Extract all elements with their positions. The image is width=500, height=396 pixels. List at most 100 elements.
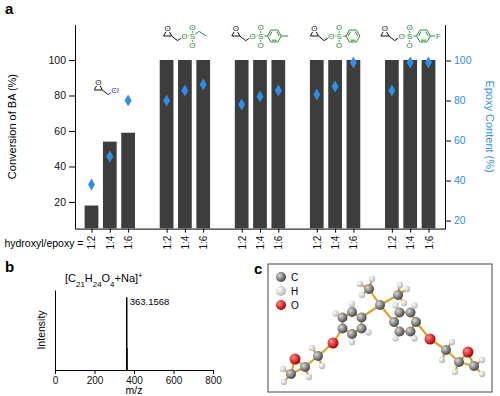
bond bbox=[240, 36, 246, 41]
marker bbox=[106, 151, 113, 163]
bond bbox=[271, 30, 278, 31]
tick-mark bbox=[429, 229, 430, 233]
bond bbox=[172, 36, 178, 41]
tick-label: 1:4 bbox=[180, 235, 191, 249]
bar bbox=[422, 60, 436, 229]
tick-label: 1:4 bbox=[330, 235, 341, 249]
atom-label: F bbox=[436, 32, 441, 41]
tick-mark bbox=[69, 60, 75, 61]
molecule-atom bbox=[401, 300, 407, 306]
marker bbox=[275, 85, 282, 97]
tick: 1:4 bbox=[330, 229, 341, 250]
peak bbox=[126, 297, 128, 370]
structure: OCl bbox=[94, 78, 119, 94]
structure: OOSOO bbox=[164, 23, 207, 50]
tick: 800 bbox=[205, 370, 222, 386]
marker bbox=[238, 99, 245, 111]
annotation: 363.1568 bbox=[130, 296, 170, 307]
bar bbox=[121, 133, 135, 229]
molecule-atom bbox=[309, 345, 315, 351]
bond bbox=[417, 36, 420, 42]
marker bbox=[332, 80, 339, 92]
tick-mark bbox=[69, 166, 75, 167]
tick: 1:2 bbox=[312, 229, 323, 250]
tick-label: 200 bbox=[87, 375, 104, 386]
bond bbox=[102, 90, 108, 95]
figure: abc20406080100204060801001:21:41:61:21:4… bbox=[0, 0, 500, 396]
atom-label: S bbox=[258, 32, 263, 41]
structure: OOSOO bbox=[310, 23, 359, 50]
molecule-atom bbox=[392, 335, 398, 341]
structure: OOSOOF bbox=[381, 23, 441, 50]
tick: 1:6 bbox=[348, 229, 359, 250]
tick-label: 0 bbox=[53, 375, 59, 386]
molecule-atom bbox=[328, 338, 339, 349]
bond bbox=[419, 32, 421, 36]
atom-label: O bbox=[328, 32, 334, 41]
marker bbox=[407, 56, 414, 68]
bar bbox=[196, 60, 210, 229]
atom-label: O bbox=[257, 41, 263, 50]
molecule-atom bbox=[347, 307, 357, 317]
tick-label: 40 bbox=[454, 174, 466, 186]
panel-a: 20406080100204060801001:21:41:61:21:41:6… bbox=[4, 23, 496, 250]
molecule-atom bbox=[337, 313, 347, 323]
molecule-atom bbox=[397, 282, 403, 288]
molecule-atom bbox=[441, 345, 451, 355]
y-axis bbox=[55, 291, 56, 371]
bar bbox=[235, 60, 249, 229]
legend-swatch bbox=[276, 286, 286, 296]
tick: 200 bbox=[87, 370, 104, 386]
tick-label: 800 bbox=[205, 375, 222, 386]
frame bbox=[268, 264, 492, 392]
tick-label: 80 bbox=[454, 94, 466, 106]
molecule-atom bbox=[375, 300, 385, 310]
tick: 1:6 bbox=[273, 229, 284, 250]
marker bbox=[350, 56, 357, 68]
x-axis: 1:21:41:61:21:41:61:21:41:61:21:41:61:21… bbox=[76, 229, 446, 250]
bond bbox=[318, 36, 324, 41]
legend-label: C bbox=[291, 272, 298, 283]
tick-label: 1:4 bbox=[105, 235, 116, 249]
panel-label: c bbox=[254, 260, 262, 277]
x-axis-title: hydroxyl/epoxy = bbox=[4, 237, 83, 249]
tick-mark bbox=[317, 229, 318, 233]
tick-label: 1:6 bbox=[348, 235, 359, 249]
tick: 20 bbox=[445, 214, 466, 226]
atom-label: O bbox=[95, 78, 101, 87]
bond bbox=[356, 36, 359, 42]
tick: 20 bbox=[54, 196, 75, 208]
bond bbox=[351, 40, 356, 41]
atom-label: O bbox=[233, 24, 239, 33]
y2-axis-title: Epoxy Content (%) bbox=[484, 80, 496, 172]
molecule-atom bbox=[393, 290, 403, 300]
molecule-atom bbox=[404, 286, 410, 292]
marker bbox=[388, 85, 395, 97]
x-axis-title: m/z bbox=[126, 384, 143, 396]
peak bbox=[126, 348, 128, 370]
molecule-atom bbox=[392, 302, 398, 308]
bond bbox=[232, 36, 240, 37]
tick-label: 1:6 bbox=[273, 235, 284, 249]
panel-b: 0200400600800m/zIntensity[C21H24O4+Na]+3… bbox=[35, 271, 222, 396]
tick-label: 1:4 bbox=[255, 235, 266, 249]
atom-label: S bbox=[190, 32, 195, 41]
atom-label: O bbox=[382, 24, 388, 33]
legend-swatch bbox=[276, 272, 286, 282]
tick-mark bbox=[55, 370, 56, 374]
molecule-atom bbox=[411, 335, 417, 341]
bar bbox=[347, 60, 361, 229]
tick-mark bbox=[110, 229, 111, 233]
atom-label: O bbox=[181, 32, 187, 41]
tick-label: 60 bbox=[454, 134, 466, 146]
bond bbox=[199, 31, 206, 36]
molecule-atom bbox=[425, 334, 436, 345]
plot-area bbox=[126, 297, 127, 370]
molecule-atom bbox=[454, 357, 464, 367]
tick: 40 bbox=[445, 174, 466, 186]
tick-label: 1:2 bbox=[237, 235, 248, 249]
tick: 80 bbox=[54, 89, 75, 101]
tick-mark bbox=[95, 370, 96, 374]
bar bbox=[310, 60, 324, 229]
atom-label: O bbox=[336, 23, 342, 32]
